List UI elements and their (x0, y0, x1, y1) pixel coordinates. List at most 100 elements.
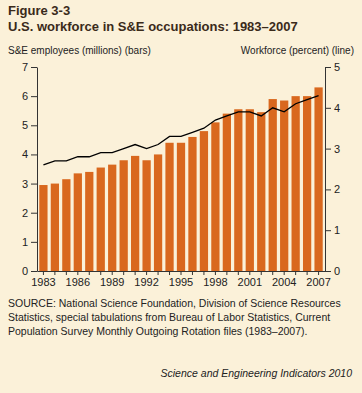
tick: 5 (22, 119, 37, 131)
bar (51, 184, 59, 271)
tick-label: 5 (22, 119, 28, 131)
tick: 1995 (169, 271, 193, 288)
line (43, 96, 318, 165)
tick-mark (325, 149, 331, 150)
tick-mark (226, 271, 227, 275)
tick-mark (272, 271, 273, 275)
tick-label: 1983 (31, 276, 55, 288)
bars (39, 87, 322, 271)
bar (188, 137, 196, 271)
tick-mark (158, 271, 159, 275)
tick-label: 1989 (100, 276, 124, 288)
tick (203, 271, 204, 275)
bar (246, 109, 254, 271)
tick-mark (31, 67, 37, 68)
marks (39, 87, 322, 271)
bar (269, 99, 277, 271)
title: U.S. workforce in S&E occupations: 1983–… (8, 19, 298, 34)
bar (177, 143, 185, 271)
y2-axis-title: Workforce (percent) (line) (241, 45, 354, 56)
bar (303, 96, 311, 271)
figure-label: Figure 3-3 (8, 3, 70, 18)
tick-label: 4 (334, 102, 340, 114)
tick-mark (31, 271, 37, 272)
tick-mark (238, 271, 239, 275)
bar (234, 109, 242, 271)
tick: 2 (325, 183, 340, 195)
bar (200, 131, 208, 271)
tick (158, 271, 159, 275)
tick (89, 271, 90, 275)
tick-label: 4 (22, 148, 28, 160)
tick: 1998 (203, 271, 227, 288)
tick-label: 2001 (238, 276, 262, 288)
tick: 1989 (100, 271, 124, 288)
tick-label: 7 (22, 61, 28, 73)
tick (261, 271, 262, 275)
tick: 2001 (238, 271, 262, 288)
tick-mark (135, 271, 136, 275)
plot: 0123456701234519831986198919921995199820… (22, 61, 340, 288)
bar (165, 143, 173, 271)
tick (123, 271, 124, 275)
x-axis: 198319861989199219951998200120042007 (31, 271, 331, 288)
tick-mark (284, 271, 285, 275)
tick-mark (325, 271, 331, 272)
tick-mark (112, 271, 113, 275)
bar (211, 122, 219, 271)
tick-mark (261, 271, 262, 275)
tick: 5 (325, 61, 340, 73)
y-axis-line (37, 68, 38, 272)
bar (223, 114, 231, 271)
tick (192, 271, 193, 275)
tick-mark (31, 96, 37, 97)
tick-label: 3 (22, 178, 28, 190)
tick-mark (31, 213, 37, 214)
bar (154, 154, 162, 271)
tick-mark (54, 271, 55, 275)
tick: 7 (22, 61, 37, 73)
tick (272, 271, 273, 275)
bar (314, 87, 322, 271)
bar (39, 185, 47, 271)
tick-label: 2 (334, 183, 340, 195)
tick: 3 (325, 143, 340, 155)
tick-mark (31, 154, 37, 155)
tick-mark (325, 189, 331, 190)
tick: 4 (325, 102, 340, 114)
y-axis-title: S&E employees (millions) (bars) (8, 45, 151, 56)
tick-mark (325, 67, 331, 68)
tick-label: 5 (334, 61, 340, 73)
tick (307, 271, 308, 275)
tick-label: 1 (334, 224, 340, 236)
tick-label: 2007 (306, 276, 330, 288)
tick: 6 (22, 90, 37, 102)
tick-mark (77, 271, 78, 275)
tick-mark (43, 271, 44, 275)
tick (226, 271, 227, 275)
source-note: SOURCE: National Science Foundation, Div… (8, 297, 341, 337)
tick-label: 1998 (203, 276, 227, 288)
tick-label: 2 (22, 207, 28, 219)
source-line: Population Survey Monthly Outgoing Rotat… (8, 325, 307, 337)
tick-mark (249, 271, 250, 275)
tick-mark (318, 271, 319, 275)
chart: Figure 3-3U.S. workforce in S&E occupati… (0, 0, 362, 393)
bar (280, 101, 288, 271)
tick: 2 (22, 207, 37, 219)
tick-label: 1992 (134, 276, 158, 288)
tick-mark (181, 271, 182, 275)
tick-mark (169, 271, 170, 275)
bar (62, 179, 70, 271)
y2-axis: 012345 (325, 61, 340, 277)
tick (135, 271, 136, 275)
tick-mark (295, 271, 296, 275)
tick-label: 1 (22, 236, 28, 248)
y-axis: 01234567 (22, 61, 38, 277)
tick-mark (100, 271, 101, 275)
tick-label: 3 (334, 143, 340, 155)
tick-mark (192, 271, 193, 275)
bar (108, 165, 116, 271)
bar (292, 96, 300, 271)
tick-mark (123, 271, 124, 275)
